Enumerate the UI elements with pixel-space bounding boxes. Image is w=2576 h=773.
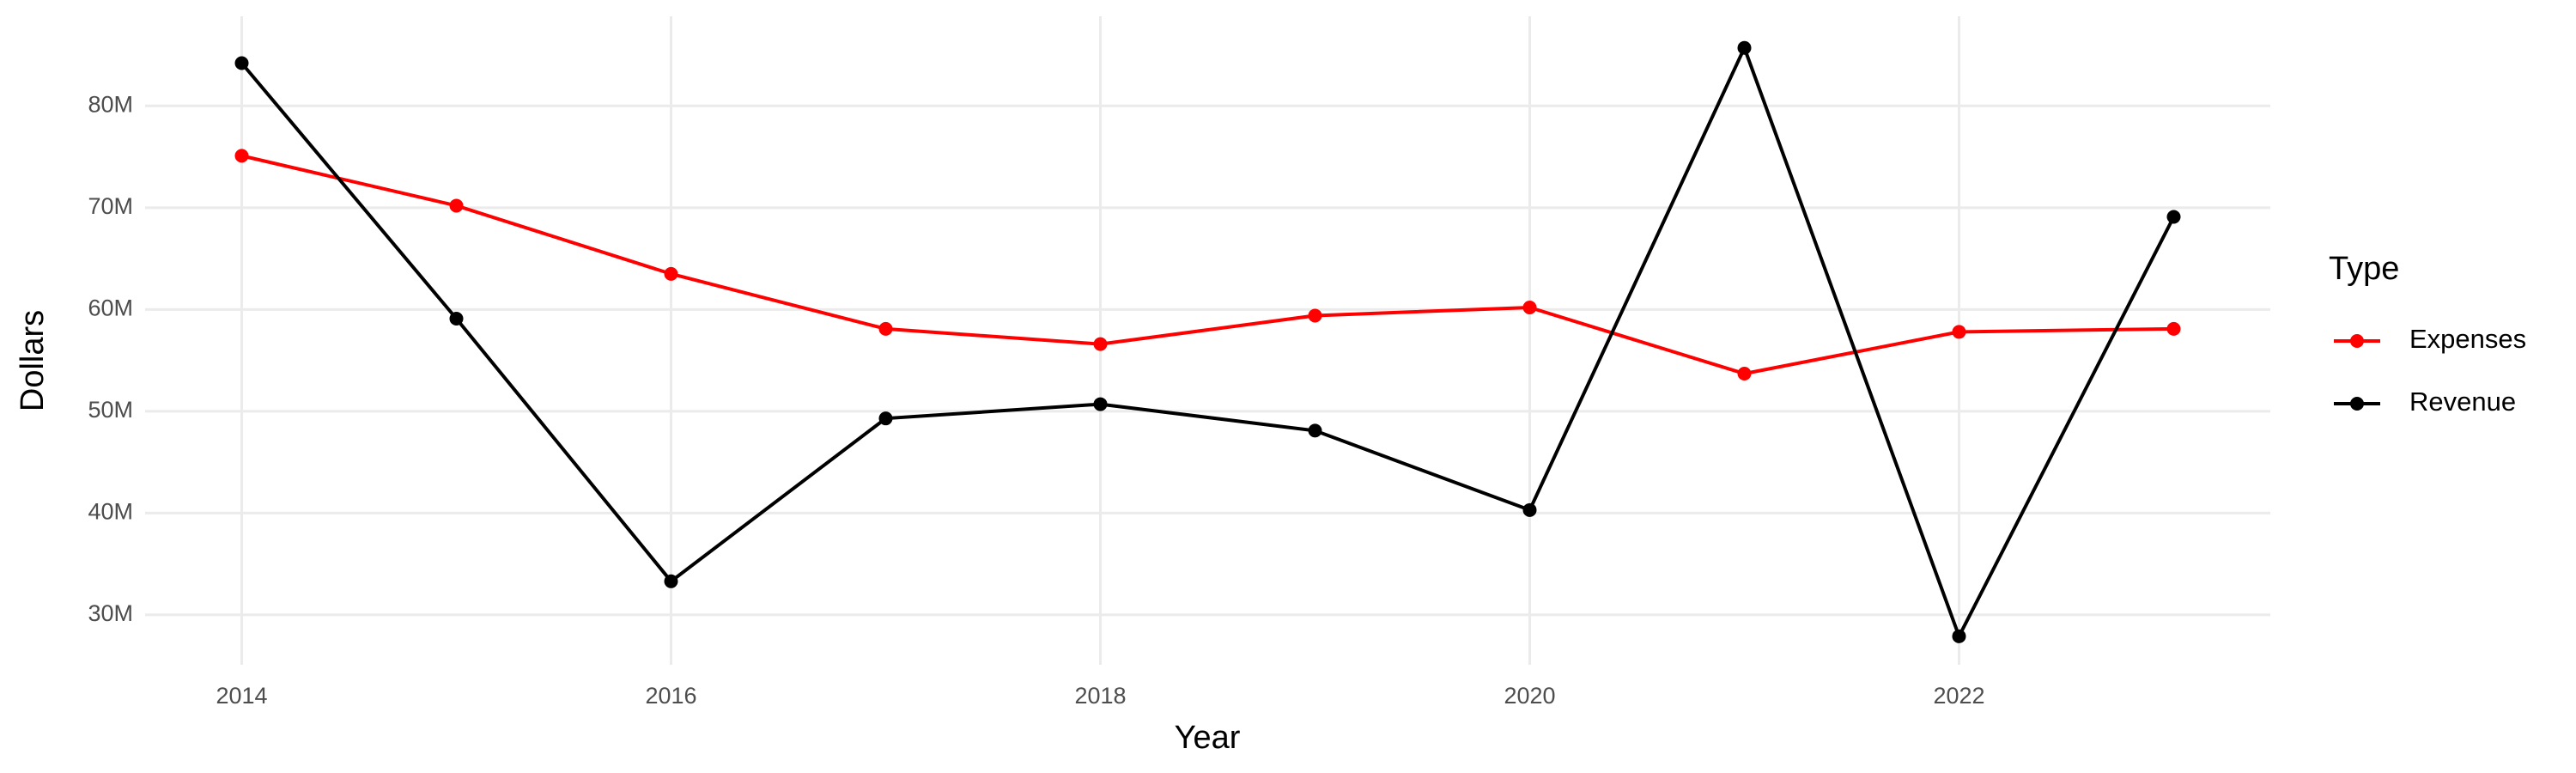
y-axis-title: Dollars <box>15 310 51 411</box>
data-point <box>1737 40 1752 55</box>
data-point <box>1952 325 1966 339</box>
x-tick-label: 2018 <box>1074 683 1126 709</box>
data-point <box>449 198 464 213</box>
data-point <box>878 321 893 336</box>
data-point <box>1737 367 1752 381</box>
x-axis-title: Year <box>1175 720 1241 756</box>
data-point <box>1522 502 1537 517</box>
x-tick-label: 2020 <box>1504 683 1555 709</box>
series-line <box>241 154 2174 376</box>
data-point <box>1093 397 1108 411</box>
data-point <box>234 56 249 70</box>
data-point <box>1308 423 1322 438</box>
data-point <box>234 149 249 163</box>
y-tick-label: 40M <box>88 499 133 525</box>
data-point <box>664 574 678 588</box>
data-point <box>1308 308 1322 323</box>
y-tick-label: 80M <box>88 91 133 117</box>
legend-label: Revenue <box>2409 386 2516 417</box>
x-tick-label: 2016 <box>645 683 696 709</box>
y-tick-label: 60M <box>88 295 133 320</box>
data-point <box>449 312 464 326</box>
y-tick-label: 70M <box>88 193 133 219</box>
x-tick-label: 2022 <box>1933 683 1984 709</box>
legend-title: Type <box>2329 251 2399 287</box>
data-point <box>1952 629 1966 643</box>
data-point <box>1093 337 1108 351</box>
x-tick-label: 2014 <box>216 683 267 709</box>
legend-label: Expenses <box>2409 324 2526 354</box>
y-tick-label: 50M <box>88 397 133 423</box>
legend-key-point <box>2350 397 2364 411</box>
data-point <box>2166 321 2181 336</box>
y-tick-label: 30M <box>88 600 133 626</box>
data-point <box>2166 210 2181 224</box>
data-point <box>1522 300 1537 314</box>
series-line <box>240 43 2176 641</box>
data-point <box>878 411 893 426</box>
data-point <box>664 266 678 281</box>
legend-key-point <box>2350 334 2364 348</box>
